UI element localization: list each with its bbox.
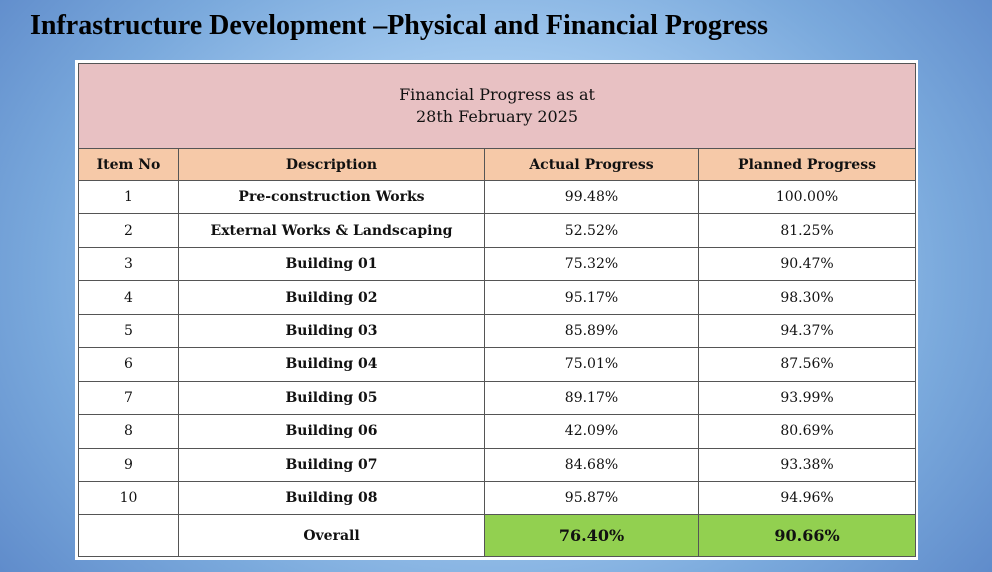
cell-item-no: 7 bbox=[78, 380, 179, 416]
header-item-no: Item No bbox=[78, 148, 179, 181]
table-row: 4 Building 02 95.17% 98.30% bbox=[78, 280, 917, 315]
cell-actual-progress: 75.32% bbox=[484, 246, 699, 282]
cell-description: Building 07 bbox=[178, 447, 485, 482]
overall-item-no bbox=[78, 514, 179, 557]
cell-description: Building 01 bbox=[178, 246, 485, 282]
cell-actual-progress: 42.09% bbox=[484, 414, 699, 449]
caption-line-1: Financial Progress as at bbox=[399, 85, 595, 104]
cell-description: Pre-construction Works bbox=[178, 179, 485, 215]
financial-progress-table: Financial Progress as at 28th February 2… bbox=[77, 63, 917, 557]
cell-planned-progress: 100.00% bbox=[697, 179, 917, 215]
table-row: 8 Building 06 42.09% 80.69% bbox=[78, 414, 917, 449]
overall-label: Overall bbox=[178, 514, 485, 557]
table-row: 1 Pre-construction Works 99.48% 100.00% bbox=[78, 179, 917, 215]
cell-planned-progress: 87.56% bbox=[697, 347, 917, 382]
overall-actual-progress: 76.40% bbox=[484, 514, 699, 557]
table-row: 9 Building 07 84.68% 93.38% bbox=[78, 447, 917, 482]
cell-actual-progress: 99.48% bbox=[484, 179, 699, 215]
cell-item-no: 3 bbox=[78, 246, 179, 282]
slide-title: Infrastructure Development –Physical and… bbox=[30, 10, 769, 41]
header-actual-progress: Actual Progress bbox=[484, 148, 699, 181]
cell-item-no: 9 bbox=[78, 447, 179, 482]
cell-item-no: 4 bbox=[78, 280, 179, 315]
cell-item-no: 8 bbox=[78, 414, 179, 449]
table-row: 3 Building 01 75.32% 90.47% bbox=[78, 246, 917, 282]
cell-item-no: 2 bbox=[78, 213, 179, 248]
cell-actual-progress: 84.68% bbox=[484, 447, 699, 482]
cell-description: Building 04 bbox=[178, 347, 485, 382]
table-row: 7 Building 05 89.17% 93.99% bbox=[78, 380, 917, 416]
cell-actual-progress: 89.17% bbox=[484, 380, 699, 416]
cell-planned-progress: 93.99% bbox=[697, 380, 917, 416]
table-row: 6 Building 04 75.01% 87.56% bbox=[78, 347, 917, 382]
cell-planned-progress: 98.30% bbox=[697, 280, 917, 315]
cell-actual-progress: 95.17% bbox=[484, 280, 699, 315]
cell-planned-progress: 81.25% bbox=[697, 213, 917, 248]
cell-planned-progress: 94.96% bbox=[697, 480, 917, 516]
table-caption: Financial Progress as at 28th February 2… bbox=[77, 63, 917, 149]
caption-line-2: 28th February 2025 bbox=[415, 107, 579, 126]
cell-description: External Works & Landscaping bbox=[178, 213, 485, 248]
table-row: 2 External Works & Landscaping 52.52% 81… bbox=[78, 213, 917, 248]
cell-description: Building 02 bbox=[178, 280, 485, 315]
cell-description: Building 05 bbox=[178, 380, 485, 416]
cell-planned-progress: 90.47% bbox=[697, 246, 917, 282]
cell-item-no: 5 bbox=[78, 313, 179, 349]
cell-description: Building 03 bbox=[178, 313, 485, 349]
cell-description: Building 08 bbox=[178, 480, 485, 516]
cell-planned-progress: 80.69% bbox=[697, 414, 917, 449]
table-row: 10 Building 08 95.87% 94.96% bbox=[78, 480, 917, 516]
cell-item-no: 10 bbox=[78, 480, 179, 516]
cell-planned-progress: 93.38% bbox=[697, 447, 917, 482]
table-row: 5 Building 03 85.89% 94.37% bbox=[78, 313, 917, 349]
cell-planned-progress: 94.37% bbox=[697, 313, 917, 349]
cell-actual-progress: 85.89% bbox=[484, 313, 699, 349]
header-planned-progress: Planned Progress bbox=[697, 148, 917, 181]
progress-table-panel: Financial Progress as at 28th February 2… bbox=[75, 60, 918, 560]
header-description: Description bbox=[178, 148, 485, 181]
overall-row: Overall 76.40% 90.66% bbox=[78, 514, 917, 557]
overall-planned-progress: 90.66% bbox=[697, 514, 917, 557]
cell-description: Building 06 bbox=[178, 414, 485, 449]
table-header-row: Item No Description Actual Progress Plan… bbox=[78, 148, 917, 181]
cell-actual-progress: 52.52% bbox=[484, 213, 699, 248]
cell-item-no: 1 bbox=[78, 179, 179, 215]
cell-actual-progress: 75.01% bbox=[484, 347, 699, 382]
cell-actual-progress: 95.87% bbox=[484, 480, 699, 516]
cell-item-no: 6 bbox=[78, 347, 179, 382]
